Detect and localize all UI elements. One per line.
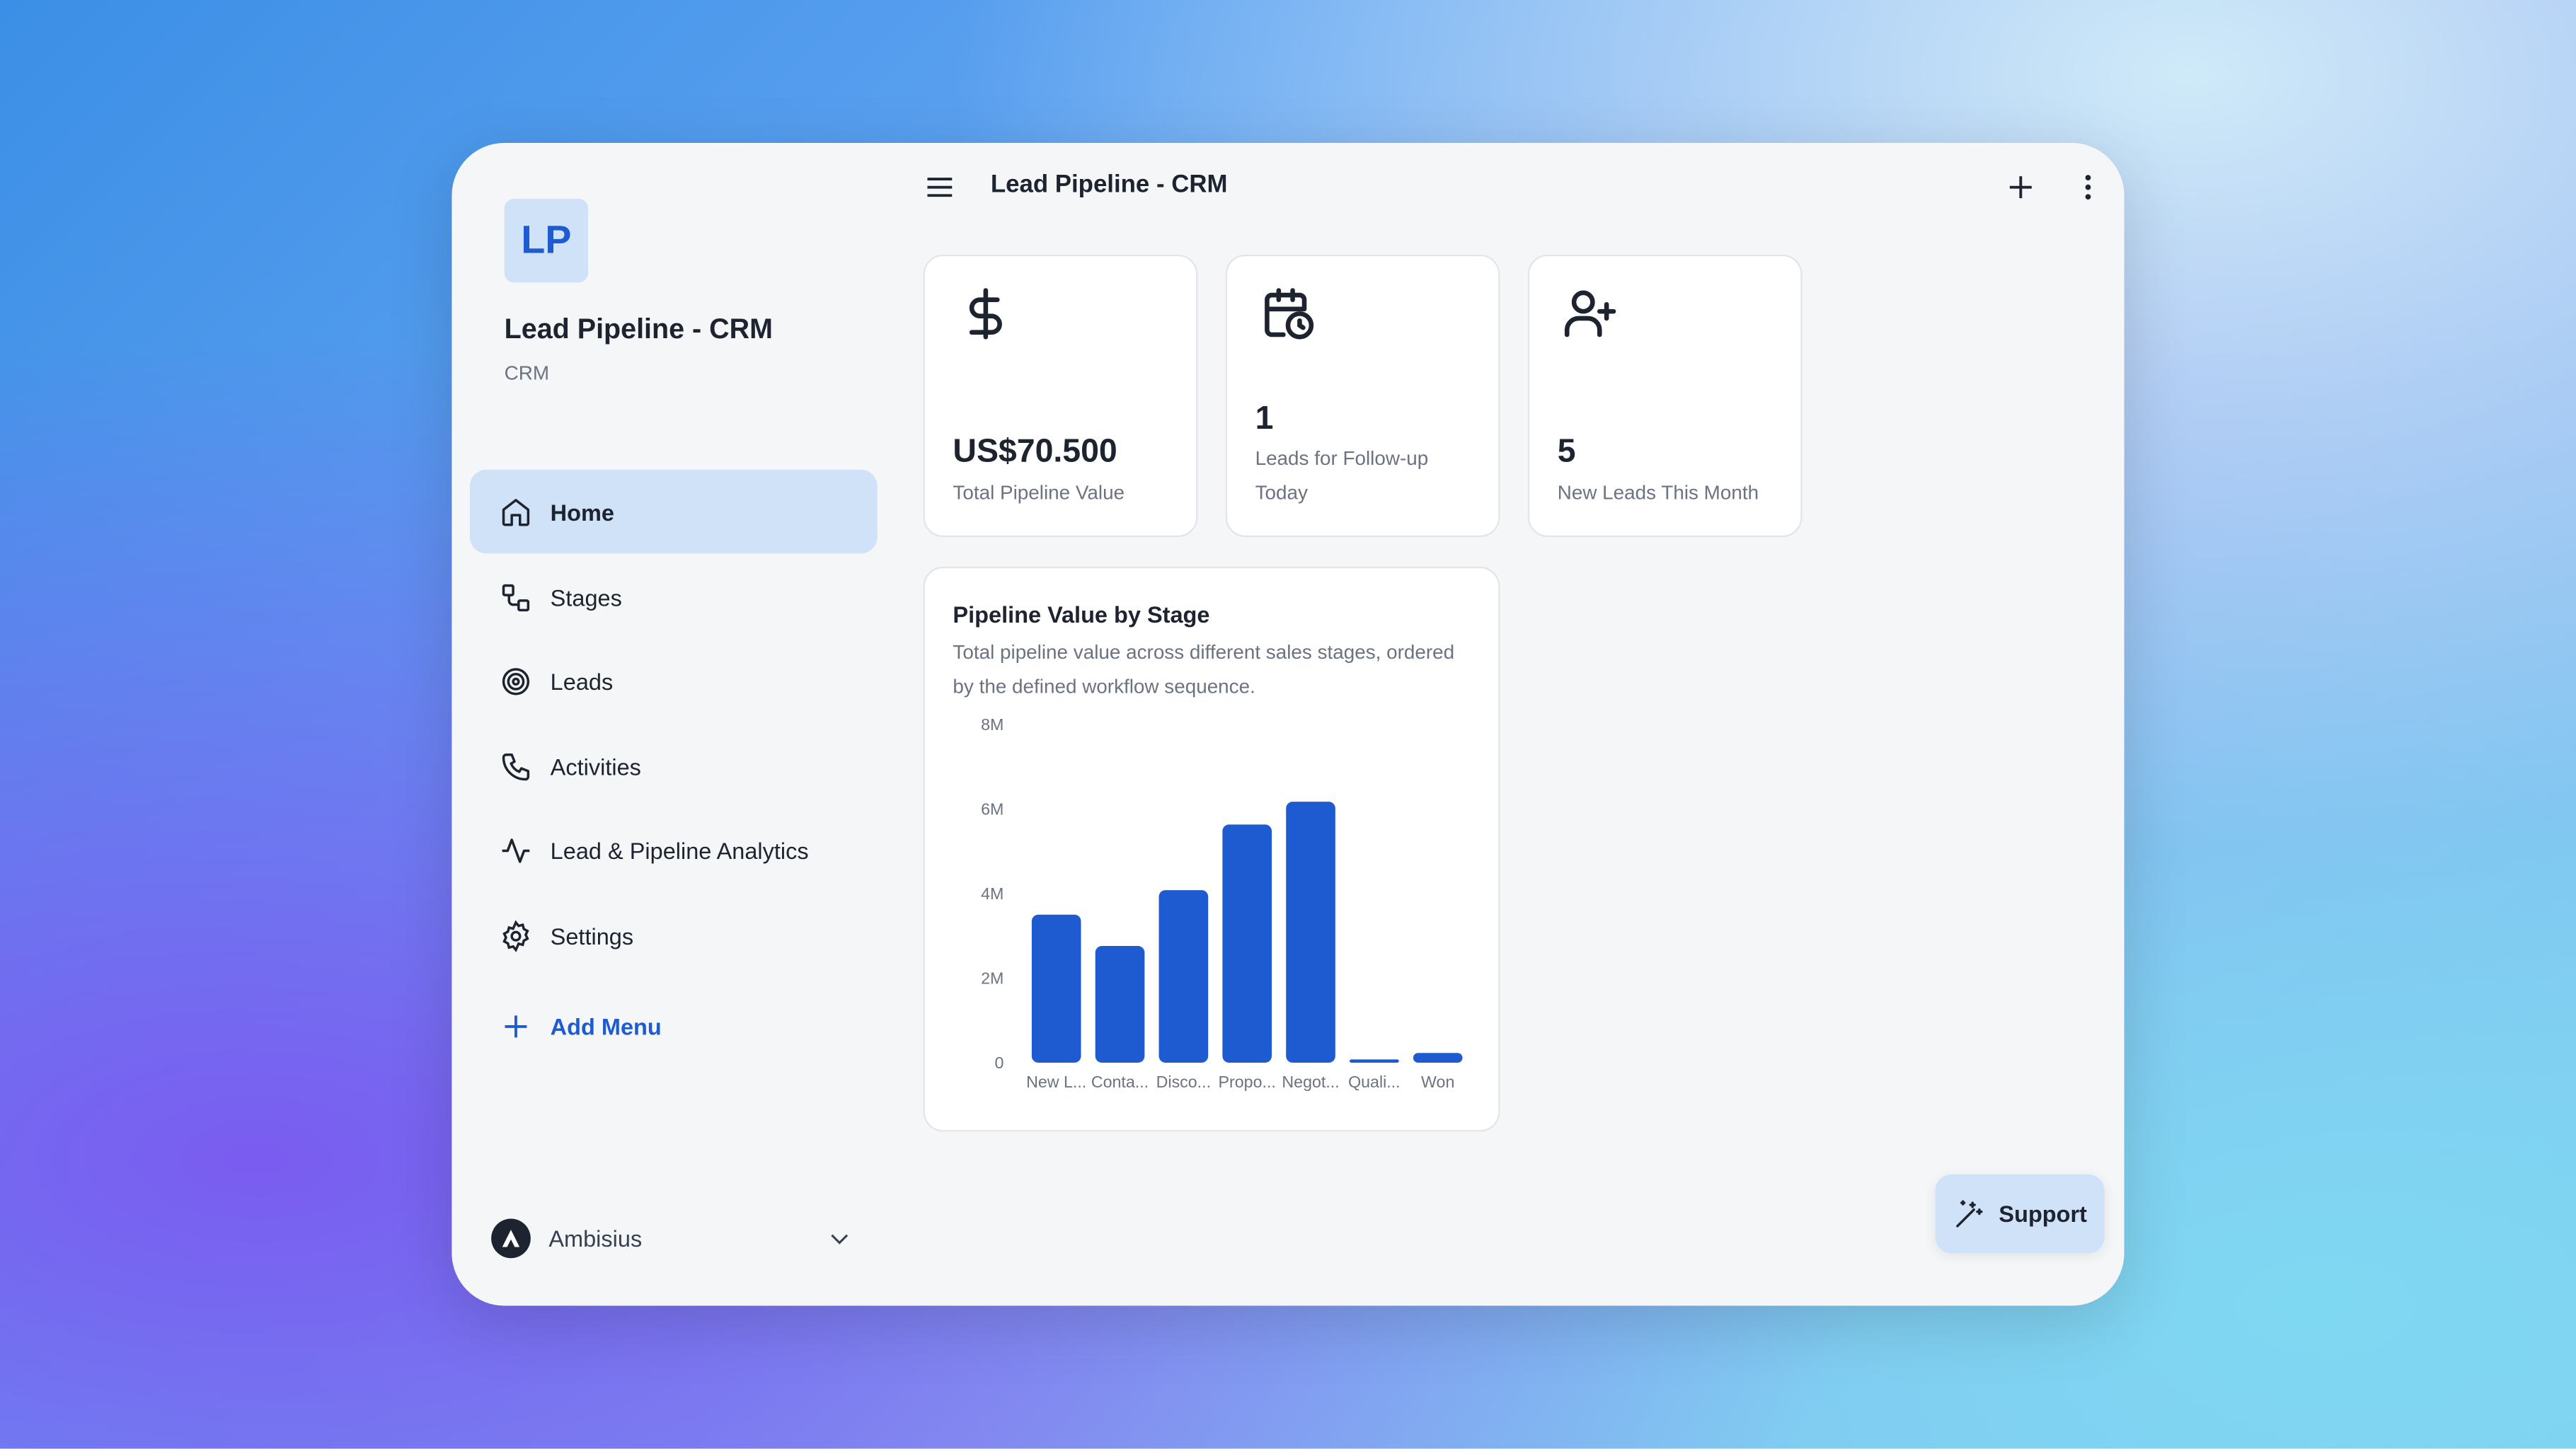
- x-tick-label: Won: [1421, 1073, 1454, 1091]
- menu-icon[interactable]: [924, 171, 956, 203]
- sidebar-item-home[interactable]: Home: [469, 469, 878, 554]
- kpi-card-follow-up: 1 Leads for Follow-up Today: [1225, 254, 1500, 538]
- add-icon[interactable]: [2004, 171, 2037, 203]
- bar[interactable]: [1413, 1053, 1463, 1063]
- bar[interactable]: [1350, 1059, 1399, 1063]
- sidebar-item-label: Activities: [550, 753, 641, 780]
- x-tick-label: Disco...: [1156, 1073, 1211, 1091]
- chart-card: Pipeline Value by Stage Total pipeline v…: [923, 566, 1500, 1132]
- sidebar-item-activities[interactable]: Activities: [470, 724, 878, 808]
- sidebar-item-analytics[interactable]: Lead & Pipeline Analytics: [470, 808, 878, 891]
- dollar-icon: [969, 288, 1002, 340]
- app-subtitle: CRM: [504, 361, 550, 385]
- avatar: [491, 1218, 531, 1259]
- y-tick-label: 6M: [981, 799, 1004, 818]
- y-tick-label: 2M: [981, 969, 1004, 988]
- support-label: Support: [1999, 1200, 2087, 1228]
- user-plus-icon: [1564, 290, 1616, 337]
- x-tick-label: Conta...: [1091, 1073, 1149, 1091]
- y-tick-label: 4M: [981, 884, 1004, 903]
- sidebar-item-leads[interactable]: Leads: [470, 639, 878, 722]
- bar[interactable]: [1222, 824, 1272, 1063]
- y-tick-label: 0: [994, 1053, 1004, 1072]
- x-tick-label: New L...: [1026, 1073, 1086, 1091]
- add-menu-label: Add Menu: [550, 1012, 662, 1039]
- magic-wand-icon: [1955, 1200, 1982, 1228]
- calendar-clock-icon: [1265, 288, 1314, 340]
- kpi-value: US$70.500: [953, 433, 1117, 470]
- bar[interactable]: [1031, 914, 1081, 1063]
- kpi-value: 1: [1255, 400, 1274, 437]
- sidebar-item-label: Stages: [550, 584, 622, 611]
- sidebar-item-stages[interactable]: Stages: [470, 555, 878, 639]
- phone-icon: [502, 752, 530, 780]
- workspace-name: Ambisius: [548, 1225, 643, 1252]
- app-window: LP Lead Pipeline - CRM CRM Home Stages L…: [452, 142, 2124, 1306]
- kpi-card-pipeline-value: US$70.500 Total Pipeline Value: [923, 254, 1198, 538]
- sidebar-item-label: Settings: [550, 922, 634, 949]
- kpi-label: Leads for Follow-up Today: [1255, 446, 1429, 504]
- kpi-label: Total Pipeline Value: [953, 481, 1125, 504]
- kpi-label: New Leads This Month: [1557, 481, 1759, 504]
- activity-icon: [502, 838, 530, 862]
- y-tick-label: 8M: [981, 715, 1004, 734]
- plus-icon: [505, 1015, 527, 1037]
- kpi-value: 5: [1557, 433, 1576, 470]
- bar[interactable]: [1158, 890, 1209, 1063]
- chevron-down-icon: [831, 1234, 849, 1245]
- sidebar-item-label: Home: [550, 498, 614, 525]
- app-name: Lead Pipeline - CRM: [504, 313, 774, 345]
- kpi-card-new-leads: 5 New Leads This Month: [1527, 254, 1802, 538]
- more-vertical-icon[interactable]: [2071, 171, 2104, 203]
- sidebar-item-settings[interactable]: Settings: [470, 894, 878, 977]
- stages-icon: [502, 583, 530, 611]
- page-title: Lead Pipeline - CRM: [990, 171, 1228, 199]
- support-button[interactable]: Support: [1935, 1174, 2105, 1254]
- x-tick-label: Quali...: [1348, 1073, 1401, 1091]
- workspace-switcher[interactable]: Ambisius: [491, 1218, 853, 1259]
- x-tick-label: Propo...: [1219, 1073, 1276, 1091]
- app-logo: LP: [504, 198, 589, 283]
- sidebar-item-label: Leads: [550, 667, 614, 694]
- chart-title: Pipeline Value by Stage: [953, 601, 1210, 628]
- gear-icon: [502, 919, 529, 952]
- add-menu-button[interactable]: Add Menu: [470, 984, 878, 1068]
- sidebar-item-label: Lead & Pipeline Analytics: [550, 836, 809, 863]
- x-tick-label: Negot...: [1282, 1073, 1339, 1091]
- chart-description: Total pipeline value across different sa…: [953, 640, 1455, 698]
- home-icon: [502, 497, 530, 526]
- bar[interactable]: [1286, 802, 1335, 1063]
- bar-chart: 0 2M 4M 6M 8M New L... Conta... Disco... Propo..…: [981, 715, 1463, 1091]
- bar[interactable]: [1095, 945, 1145, 1063]
- target-icon: [502, 667, 530, 695]
